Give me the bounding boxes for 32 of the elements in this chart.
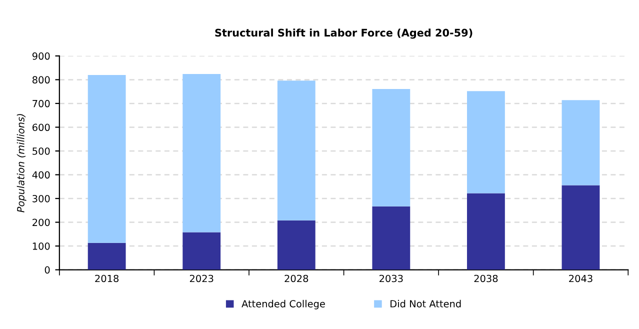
bar xyxy=(88,74,126,243)
bar xyxy=(277,80,316,220)
x-tick-label: 2028 xyxy=(284,274,308,282)
y-axis-title: Population (millions) xyxy=(16,114,26,212)
y-tick-label: 500 xyxy=(32,147,50,155)
x-tick-label: 2033 xyxy=(380,274,403,282)
bar xyxy=(277,220,316,270)
y-tick-label: 0 xyxy=(44,266,50,274)
x-tick-label: 2043 xyxy=(569,274,592,282)
y-tick-label: 900 xyxy=(32,52,50,60)
y-tick-label: 300 xyxy=(32,194,50,202)
x-tick-label: 2018 xyxy=(95,274,119,282)
bar xyxy=(88,242,126,270)
bar xyxy=(372,88,410,206)
bar xyxy=(562,185,600,270)
legend-label: Attended College xyxy=(242,300,325,310)
y-tick-label: 800 xyxy=(32,76,50,84)
bar xyxy=(182,232,221,270)
bar xyxy=(372,206,410,270)
x-tick-label: 2038 xyxy=(474,274,498,282)
bar xyxy=(182,74,221,232)
bar xyxy=(562,100,600,186)
y-tick-label: 700 xyxy=(32,100,50,108)
bar xyxy=(467,193,505,270)
x-tick-label: 2023 xyxy=(190,274,214,282)
y-tick-label: 400 xyxy=(32,171,50,179)
y-tick-label: 600 xyxy=(32,124,50,132)
bar xyxy=(467,91,505,194)
chart-title: Structural Shift in Labor Force (Aged 20-59) xyxy=(215,28,472,39)
legend-label: Did Not Attend xyxy=(390,300,461,308)
y-tick-label: 100 xyxy=(32,242,50,250)
y-tick-label: 200 xyxy=(32,218,50,226)
